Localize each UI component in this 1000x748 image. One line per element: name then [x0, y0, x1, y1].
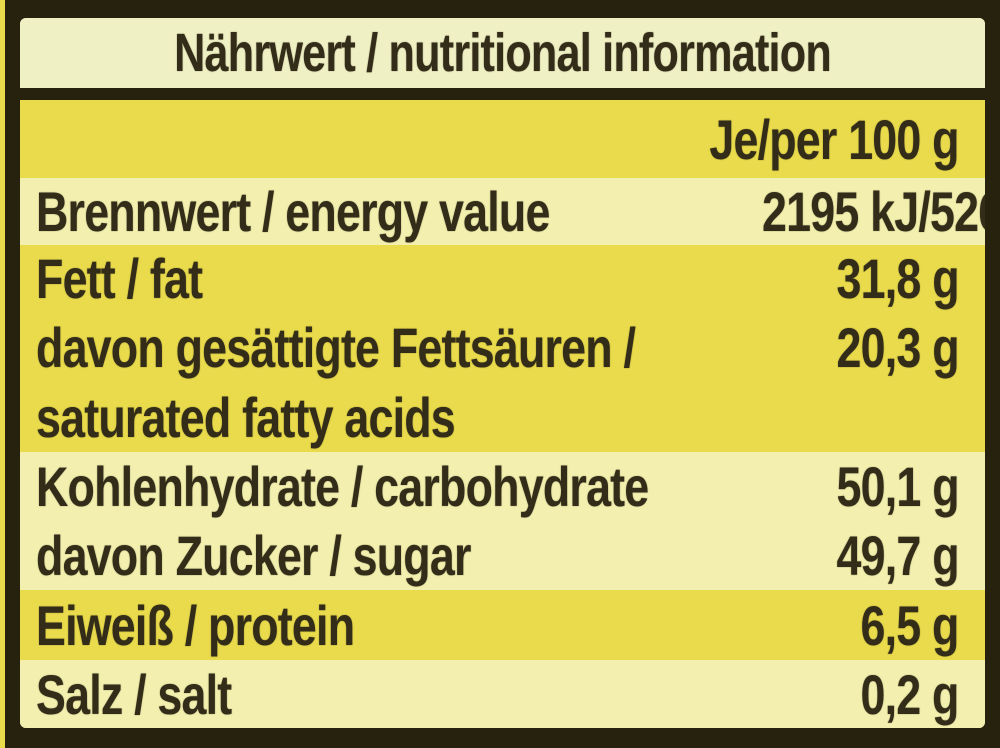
- table-row-carbohydrate: Kohlenhydrate / carbohydrate 50,1 g: [20, 452, 985, 520]
- row-label: Fett / fat: [36, 247, 203, 310]
- row-value: 49,7 g: [836, 523, 960, 587]
- table-row-saturated-fat-en: saturated fatty acids: [20, 383, 985, 452]
- row-label: Salz / salt: [36, 662, 232, 726]
- row-value: 2195 kJ/526 kcal: [762, 180, 985, 243]
- table-row-saturated-fat-de: davon gesättigte Fettsäuren / 20,3 g: [20, 312, 985, 383]
- row-label: saturated fatty acids: [36, 386, 456, 449]
- row-label: davon gesättigte Fettsäuren /: [36, 316, 636, 379]
- table-row-salt: Salz / salt 0,2 g: [20, 660, 985, 728]
- header-divider: [20, 88, 985, 100]
- label-frame: Nährwert / nutritional information Je/pe…: [5, 0, 1000, 748]
- label-left-edge: [0, 0, 5, 748]
- row-value: 0,2 g: [860, 662, 960, 726]
- table-row-energy: Brennwert / energy value 2195 kJ/526 kca…: [20, 178, 985, 245]
- label-header: Nährwert / nutritional information: [20, 18, 985, 88]
- table-row-fat: Fett / fat 31,8 g: [20, 245, 985, 312]
- per-100g-label: Je/per 100 g: [709, 107, 960, 171]
- row-value: 31,8 g: [836, 247, 960, 310]
- table-row-sugar: davon Zucker / sugar 49,7 g: [20, 520, 985, 590]
- table-row-protein: Eiweiß / protein 6,5 g: [20, 590, 985, 660]
- row-label: davon Zucker / sugar: [36, 523, 471, 587]
- nutrition-table: Nährwert / nutritional information Je/pe…: [20, 18, 985, 728]
- row-label: Eiweiß / protein: [36, 593, 355, 657]
- row-label: Brennwert / energy value: [36, 180, 550, 243]
- row-value: 50,1 g: [836, 454, 960, 518]
- row-label: Kohlenhydrate / carbohydrate: [36, 454, 649, 518]
- per-100g-row: Je/per 100 g: [20, 100, 985, 178]
- row-value: 20,3 g: [836, 316, 960, 379]
- label-title: Nährwert / nutritional information: [174, 23, 832, 83]
- row-value: 6,5 g: [860, 593, 960, 657]
